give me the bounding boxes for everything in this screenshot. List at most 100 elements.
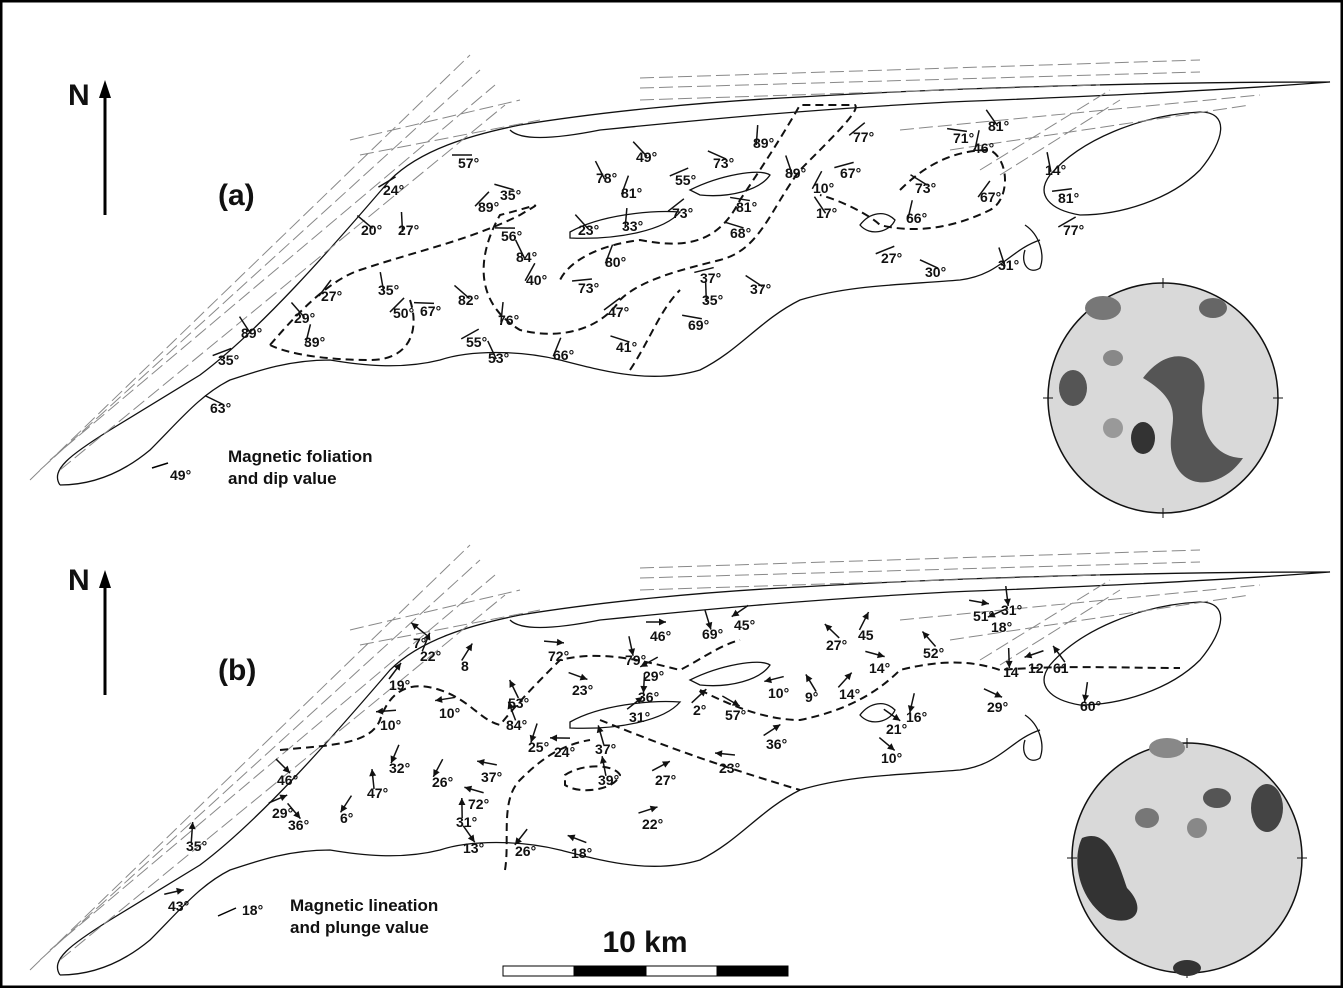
plunge-value: 13° <box>463 840 484 856</box>
dip-value: 71° <box>953 130 974 146</box>
dip-value: 53° <box>488 350 509 366</box>
plunge-value: 31° <box>629 709 650 725</box>
plunge-value: 9° <box>805 689 818 705</box>
arrow-head <box>773 725 781 732</box>
plunge-value: 10° <box>768 685 789 701</box>
dip-value: 77° <box>1063 222 1084 238</box>
plunge-value: 14° <box>869 660 890 676</box>
plunge-value: 23° <box>719 760 740 776</box>
plunge-value: 2° <box>693 702 706 718</box>
arrow-head <box>1053 646 1060 654</box>
plunge-value: 57° <box>725 707 746 723</box>
plunge-value: 46° <box>650 628 671 644</box>
plunge-value: 12 <box>1028 660 1044 676</box>
plunge-value: 31° <box>456 814 477 830</box>
dip-value: 81° <box>736 199 757 215</box>
dip-value: 67° <box>420 303 441 319</box>
dip-value: 35° <box>378 282 399 298</box>
arrow-head <box>376 708 383 715</box>
dip-value: 30° <box>925 264 946 280</box>
dip-value: 76° <box>498 312 519 328</box>
plunge-value: 26° <box>515 843 536 859</box>
plunge-value: 69° <box>702 626 723 642</box>
scale-label: 10 km <box>602 926 687 959</box>
plunge-value: 10° <box>439 705 460 721</box>
arrow-head <box>650 806 658 813</box>
arrow-head <box>877 651 885 658</box>
panel-label: (a) <box>218 179 255 212</box>
plunge-value: 61 <box>1053 660 1069 676</box>
dip-value: 80° <box>605 254 626 270</box>
dip-value: 20° <box>361 222 382 238</box>
dip-value: 67° <box>980 189 1001 205</box>
legend-value: 49° <box>170 467 191 483</box>
dip-value: 57° <box>458 155 479 171</box>
dip-value: 73° <box>713 155 734 171</box>
plunge-value: 23° <box>572 682 593 698</box>
dip-value: 67° <box>840 165 861 181</box>
arrow-head <box>732 610 740 617</box>
dip-value: 49° <box>636 149 657 165</box>
plunge-value: 10° <box>380 717 401 733</box>
plunge-value: 21° <box>886 721 907 737</box>
dip-value: 81° <box>988 118 1009 134</box>
plunge-value: 72° <box>468 796 489 812</box>
dip-value: 89° <box>241 325 262 341</box>
legend-text: and dip value <box>228 469 337 488</box>
dip-value: 69° <box>688 317 709 333</box>
dip-value: 82° <box>458 292 479 308</box>
dip-value: 81° <box>621 185 642 201</box>
plunge-value: 36° <box>766 736 787 752</box>
arrow-head <box>189 822 196 829</box>
dip-value: 63° <box>210 400 231 416</box>
dip-value: 24° <box>383 182 404 198</box>
plunge-value: 14° <box>839 686 860 702</box>
plunge-value: 37° <box>481 769 502 785</box>
arrow-head <box>557 639 564 646</box>
arrow-head <box>458 798 465 805</box>
plunge-value: 45 <box>858 627 874 643</box>
dip-value: 10° <box>813 180 834 196</box>
plunge-value: 84° <box>506 717 527 733</box>
plunge-value: 45° <box>734 617 755 633</box>
dip-value: 35° <box>218 352 239 368</box>
dip-value: 68° <box>730 225 751 241</box>
arrow-head <box>1025 652 1033 659</box>
arrow-head <box>764 676 772 683</box>
stereonet-a <box>1043 278 1283 518</box>
dip-value: 31° <box>998 257 1019 273</box>
arrow-head <box>659 619 666 626</box>
north-label: N <box>68 564 90 597</box>
stereonet-b <box>1067 738 1307 978</box>
dip-value: 40° <box>526 272 547 288</box>
dip-value: 14° <box>1045 162 1066 178</box>
dip-value: 35° <box>702 292 723 308</box>
dip-value: 27° <box>321 288 342 304</box>
dip-value: 73° <box>915 180 936 196</box>
plunge-value: 36° <box>638 689 659 705</box>
plunge-value: 22° <box>420 648 441 664</box>
map-figure: N (a) 49° Magnetic foliation and dip val… <box>0 0 1343 988</box>
dip-value: 27° <box>398 222 419 238</box>
dip-value: 41° <box>616 339 637 355</box>
arrow-head <box>435 696 442 703</box>
dip-value: 17° <box>816 205 837 221</box>
plunge-value: 27° <box>826 637 847 653</box>
plunge-value: 35° <box>186 838 207 854</box>
plunge-value: 8 <box>461 658 469 674</box>
plunge-value: 32° <box>389 760 410 776</box>
plunge-value: 18° <box>991 619 1012 635</box>
plunge-value: 72° <box>548 648 569 664</box>
north-label: N <box>68 79 90 112</box>
dip-value: 46° <box>973 140 994 156</box>
arrow-head <box>550 734 557 741</box>
plunge-value: 16° <box>906 709 927 725</box>
dip-value: 73° <box>672 205 693 221</box>
dip-value: 47° <box>608 304 629 320</box>
plunge-value: 10° <box>881 750 902 766</box>
legend-text: Magnetic foliation <box>228 447 373 466</box>
plunge-value: 37° <box>595 741 616 757</box>
scale-bar <box>503 966 788 976</box>
dip-value: 27° <box>881 250 902 266</box>
arrow-head <box>600 756 607 764</box>
